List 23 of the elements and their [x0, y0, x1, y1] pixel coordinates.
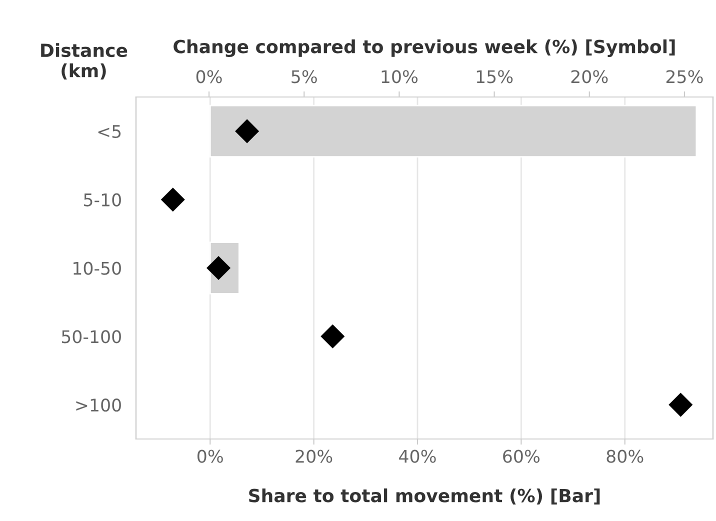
x-tick-label: 80%	[606, 450, 644, 463]
x-axis-title: Share to total movement (%) [Bar]	[249, 488, 600, 505]
point	[320, 324, 345, 348]
y-tick-label: 5-10	[84, 193, 121, 206]
x-tick-label: 40%	[399, 450, 436, 463]
y-tick-label: <5	[98, 125, 121, 138]
x2-tick-label: 0%	[196, 70, 222, 84]
x2-tick-label: 20%	[571, 70, 608, 84]
x2-tick-label: 10%	[382, 70, 418, 84]
point	[668, 392, 693, 417]
x2-tick-label: 5%	[292, 70, 317, 84]
x2-axis-title: Change compared to previous week (%) [Symbol]	[174, 39, 675, 58]
x2-tick-label: 25%	[666, 70, 703, 84]
y-axis-title: Distance (km)	[41, 43, 128, 80]
point	[160, 188, 185, 212]
point	[235, 119, 260, 144]
x-tick-label: 0%	[198, 450, 223, 463]
y-tick-label: 10-50	[74, 262, 121, 275]
y-tick-label: 50-100	[62, 330, 121, 344]
x2-tick-label: 15%	[476, 70, 513, 84]
x-tick-label: 60%	[503, 450, 540, 463]
x-tick-label: 20%	[296, 450, 332, 463]
y-tick-label: >100	[76, 398, 121, 412]
